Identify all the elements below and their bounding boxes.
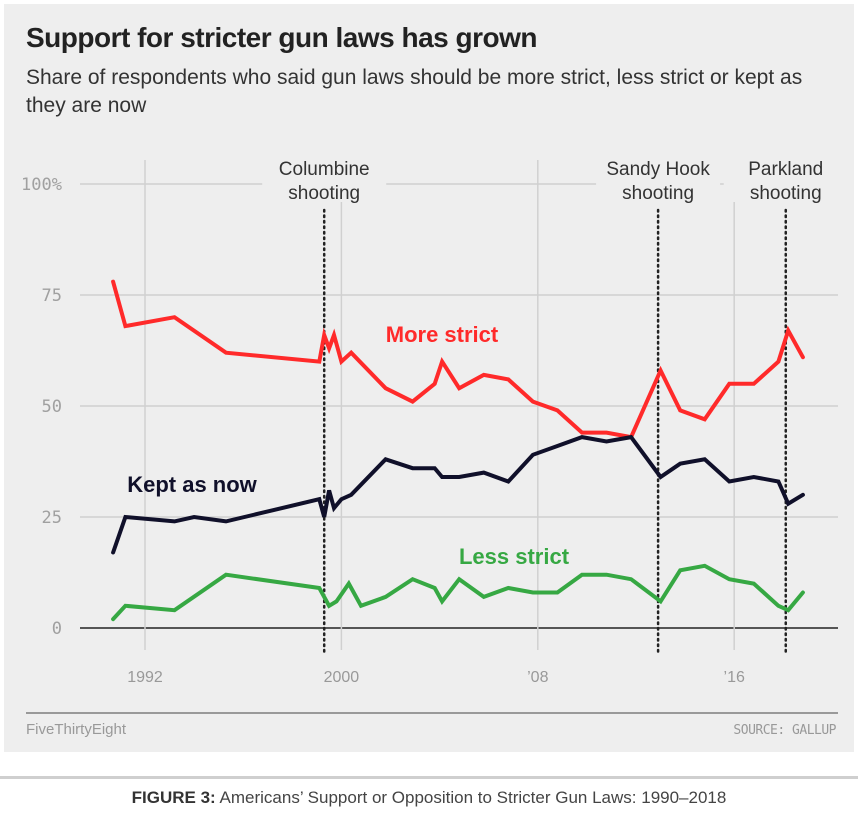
series-lines — [111, 279, 805, 622]
series-line-more-strict — [111, 279, 805, 440]
annotation-title: Parkland — [748, 159, 823, 180]
series-labels: More strict Kept as now Less strict — [127, 322, 569, 569]
x-tick-label: 2000 — [324, 669, 360, 686]
x-tick-label: 1992 — [127, 669, 163, 686]
x-tick-label: ’08 — [527, 669, 548, 686]
series-line-less-strict — [111, 563, 805, 622]
annotation-label-bg — [596, 152, 721, 202]
figure-caption: FIGURE 3: Americans’ Support or Oppositi… — [0, 788, 858, 808]
annotation-title: Sandy Hook — [606, 159, 710, 180]
series-label-more-strict: More strict — [386, 322, 499, 347]
series-label-less-strict: Less strict — [459, 544, 570, 569]
series-line-kept-as-now — [111, 434, 805, 555]
annotation-label-bg — [723, 152, 848, 202]
chart-subtitle: Share of respondents who said gun laws s… — [26, 66, 803, 117]
chart-title: Support for stricter gun laws has grown — [26, 22, 538, 53]
brand-label: FiveThirtyEight — [26, 721, 127, 738]
annotation-label-bg — [262, 152, 387, 202]
figure-caption-text: Americans’ Support or Opposition to Stri… — [219, 788, 727, 807]
annotation-subtitle: shooting — [750, 183, 822, 204]
page-divider — [0, 776, 858, 779]
footer-divider — [26, 712, 838, 714]
y-tick-label: 100% — [21, 175, 62, 195]
annotation-title: Columbine — [279, 159, 370, 180]
x-tick-label: ’16 — [724, 669, 745, 686]
y-tick-label: 25 — [42, 508, 62, 528]
annotation-subtitle: shooting — [622, 183, 694, 204]
y-tick-label: 75 — [42, 286, 62, 306]
event-annotations: Columbine shooting Sandy Hook shooting Parkl… — [262, 152, 848, 654]
y-tick-label: 0 — [52, 619, 62, 639]
annotation-subtitle: shooting — [288, 183, 360, 204]
series-label-kept-as-now: Kept as now — [127, 472, 257, 497]
source-label: SOURCE: GALLUP — [733, 723, 836, 738]
y-tick-label: 50 — [42, 397, 62, 417]
figure-number: FIGURE 3: — [131, 788, 216, 807]
